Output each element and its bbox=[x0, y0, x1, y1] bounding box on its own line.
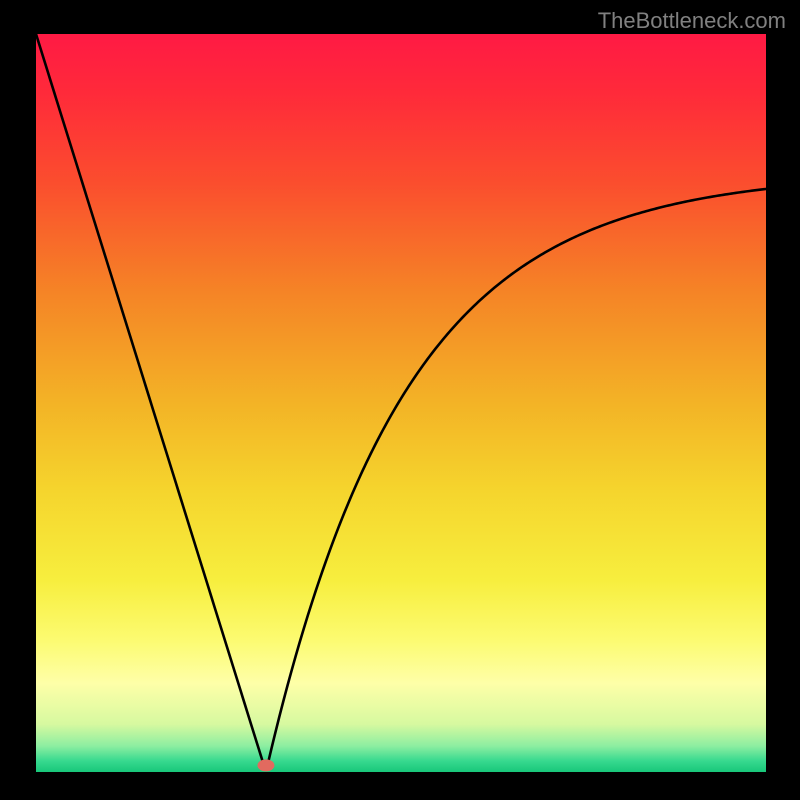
plot-background-gradient bbox=[36, 34, 766, 772]
watermark-text: TheBottleneck.com bbox=[598, 8, 786, 33]
chart-container: TheBottleneck.com bbox=[0, 0, 800, 800]
optimum-marker bbox=[257, 759, 274, 771]
bottleneck-chart-svg: TheBottleneck.com bbox=[0, 0, 800, 800]
